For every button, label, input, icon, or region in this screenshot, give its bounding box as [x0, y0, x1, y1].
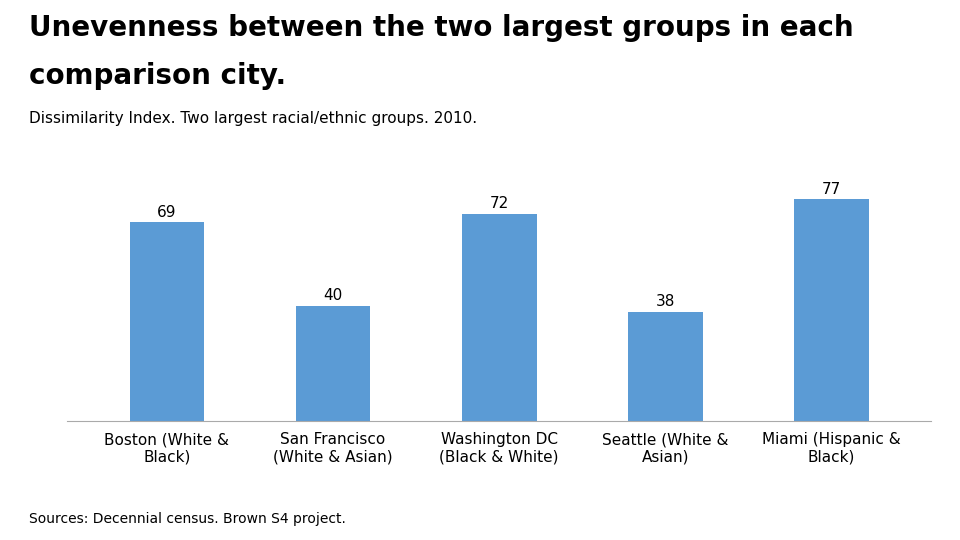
Text: Dissimilarity Index. Two largest racial/ethnic groups. 2010.: Dissimilarity Index. Two largest racial/… [29, 111, 477, 126]
Text: 72: 72 [490, 196, 509, 211]
Text: Unevenness between the two largest groups in each: Unevenness between the two largest group… [29, 14, 853, 42]
Text: 77: 77 [822, 181, 841, 197]
Text: 38: 38 [656, 294, 675, 309]
Text: 40: 40 [324, 288, 343, 303]
Text: Sources: Decennial census. Brown S4 project.: Sources: Decennial census. Brown S4 proj… [29, 512, 346, 526]
Text: 69: 69 [157, 205, 177, 220]
Bar [130, 222, 204, 421]
Bar [462, 214, 537, 421]
Bar [296, 306, 371, 421]
Bar [794, 199, 869, 421]
Bar [628, 312, 703, 421]
Text: comparison city.: comparison city. [29, 62, 286, 90]
